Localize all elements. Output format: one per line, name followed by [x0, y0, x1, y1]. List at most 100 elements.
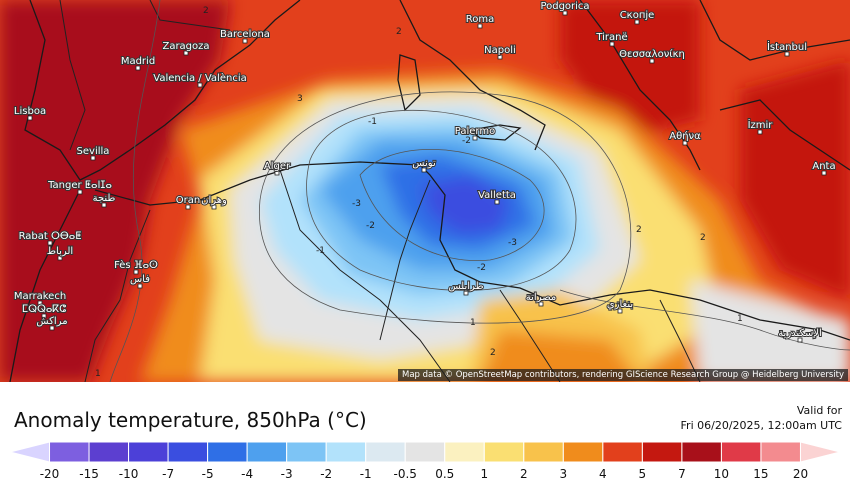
city-marker[interactable]: Fès ⴼⴰⵙ: [113, 258, 159, 275]
city-marker[interactable]: Скопје: [619, 8, 655, 25]
colorbar-segment: [404, 441, 446, 463]
city-label: Valletta: [478, 190, 516, 201]
colorbar-tick-label: -2: [320, 467, 332, 481]
colorbar-segment: [365, 441, 406, 463]
isoline-label: 2: [636, 225, 642, 235]
city-label: Valencia / València: [153, 72, 246, 84]
colorbar-tick-label: -4: [241, 467, 253, 481]
city-marker[interactable]: Sevilla: [76, 145, 110, 161]
colorbar-segment: [128, 441, 169, 463]
isoline-label: 1: [470, 318, 476, 328]
city-label: Madrid: [121, 56, 155, 67]
colorbar-tick-label: -5: [202, 467, 214, 481]
isoline-label: -2: [477, 263, 486, 273]
city-dot: [538, 301, 544, 307]
isoline-labels: 2 3 2 -1 -2 -3 -2 -1 -3 -2 1 2 1 1 2 2: [95, 6, 743, 379]
city-dot: [49, 325, 55, 331]
isoline-label: 3: [297, 94, 303, 104]
city-marker[interactable]: تونس: [411, 157, 437, 173]
city-marker[interactable]: İstanbul: [766, 39, 808, 57]
city-marker[interactable]: طنجة: [92, 192, 116, 208]
colorbar-arrow-low: [9, 441, 51, 463]
city-marker[interactable]: Oran: [175, 194, 201, 210]
city-marker[interactable]: Napoli: [483, 44, 517, 60]
city-marker[interactable]: طرابلس: [447, 280, 485, 296]
city-marker[interactable]: Podgorica: [539, 0, 591, 16]
city-marker[interactable]: Tiranë: [594, 31, 629, 47]
city-dot: [197, 82, 203, 88]
borders: [59, 0, 701, 382]
isolines: [109, 0, 850, 382]
anomaly-field: [0, 0, 850, 382]
map-attribution: Map data © OpenStreetMap contributors, r…: [398, 369, 848, 381]
city-label: Rabat ⵔⴱⴰⵟ: [19, 231, 82, 242]
city-marker[interactable]: Valletta: [477, 189, 517, 205]
city-dot: [41, 313, 47, 319]
colorbar-segment: [325, 441, 367, 463]
city-marker[interactable]: Marrakech: [13, 290, 67, 306]
city-dot: [77, 189, 83, 195]
city-marker[interactable]: Tanger ⵟⴰⵏⵊⴰ: [46, 179, 113, 195]
colorbar-arrow-high: [799, 441, 841, 463]
city-marker[interactable]: مصراتة: [525, 291, 557, 307]
colorbar-segment: [641, 441, 683, 463]
city-label: تونس: [412, 158, 436, 169]
city-marker[interactable]: Valencia / València: [152, 71, 248, 88]
city-marker[interactable]: Αθήνα: [668, 129, 702, 146]
isoline-label: 2: [203, 6, 209, 16]
isoline-label: 2: [490, 348, 496, 358]
city-marker[interactable]: وهران: [200, 194, 228, 210]
colorbar-segment: [681, 441, 722, 463]
colorbar-segment: [49, 441, 90, 463]
city-dot: [27, 115, 33, 121]
city-marker[interactable]: Palermo: [454, 125, 496, 141]
colorbar-segment: [444, 441, 485, 463]
city-marker[interactable]: Madrid: [120, 55, 156, 71]
city-marker[interactable]: فاس: [129, 273, 151, 289]
city-marker[interactable]: Alger: [263, 160, 292, 176]
colorbar-tick-label: -10: [119, 467, 139, 481]
colorbar: -20 -15 -10 -7 -5 -4 -3 -2 -1 -0.5 0.5 1 2 3 4 5 7 10 15 20: [9, 441, 841, 481]
colorbar-segment: [760, 441, 801, 463]
colorbar-tick-label: 1: [480, 467, 488, 481]
city-dot: [274, 170, 280, 176]
city-dot: [494, 199, 500, 205]
city-marker[interactable]: مراكش: [35, 315, 69, 331]
city-dot: [821, 170, 827, 176]
city-label: Скопје: [620, 9, 655, 21]
city-marker[interactable]: İzmir: [747, 117, 774, 135]
isoline-label: 2: [700, 233, 706, 243]
city-marker[interactable]: Barcelona: [219, 28, 271, 44]
city-marker[interactable]: Lisboa: [13, 105, 47, 121]
city-dot: [211, 204, 217, 210]
colorbar-tick-label: 4: [599, 467, 607, 481]
city-marker[interactable]: Θεσσαλονίκη: [618, 47, 686, 64]
colorbar-tick-label: 15: [753, 467, 768, 481]
city-marker[interactable]: بنغازي: [606, 298, 634, 314]
isoline-label: 1: [95, 369, 101, 379]
city-marker[interactable]: Rabat ⵔⴱⴰⵟ: [18, 230, 82, 246]
city-dot: [472, 135, 478, 141]
city-dot: [133, 269, 139, 275]
city-label: بنغازي: [607, 299, 633, 310]
city-marker[interactable]: Anta: [811, 160, 837, 176]
city-marker[interactable]: Zaragoza: [161, 40, 211, 56]
city-dot: [185, 204, 191, 210]
colorbar-segment: [207, 441, 248, 463]
legend-title: Anomaly temperature, 850hPa (°C): [14, 408, 367, 432]
city-label: Tanger ⵟⴰⵏⵊⴰ: [47, 180, 112, 191]
colorbar-segment: [286, 441, 327, 463]
city-dot: [562, 10, 568, 16]
city-label: Roma: [466, 14, 495, 25]
city-marker[interactable]: الإسكندرية: [777, 327, 823, 343]
isoline-label: -1: [368, 117, 377, 127]
colorbar-tick-label: -15: [79, 467, 99, 481]
city-label: Marrakech: [14, 291, 66, 302]
colorbar-tick-label: 5: [639, 467, 647, 481]
city-marker[interactable]: ⵎⵕⵕⴰⴽⵛ: [21, 303, 67, 319]
city-marker[interactable]: الرباط: [46, 245, 74, 261]
weather-map[interactable]: 2 3 2 -1 -2 -3 -2 -1 -3 -2 1 2 1 1 2 2 Roma Podgorica Ско…: [0, 0, 850, 382]
city-dot: [183, 50, 189, 56]
city-marker[interactable]: Roma: [465, 13, 495, 29]
city-label: الإسكندرية: [778, 328, 822, 339]
